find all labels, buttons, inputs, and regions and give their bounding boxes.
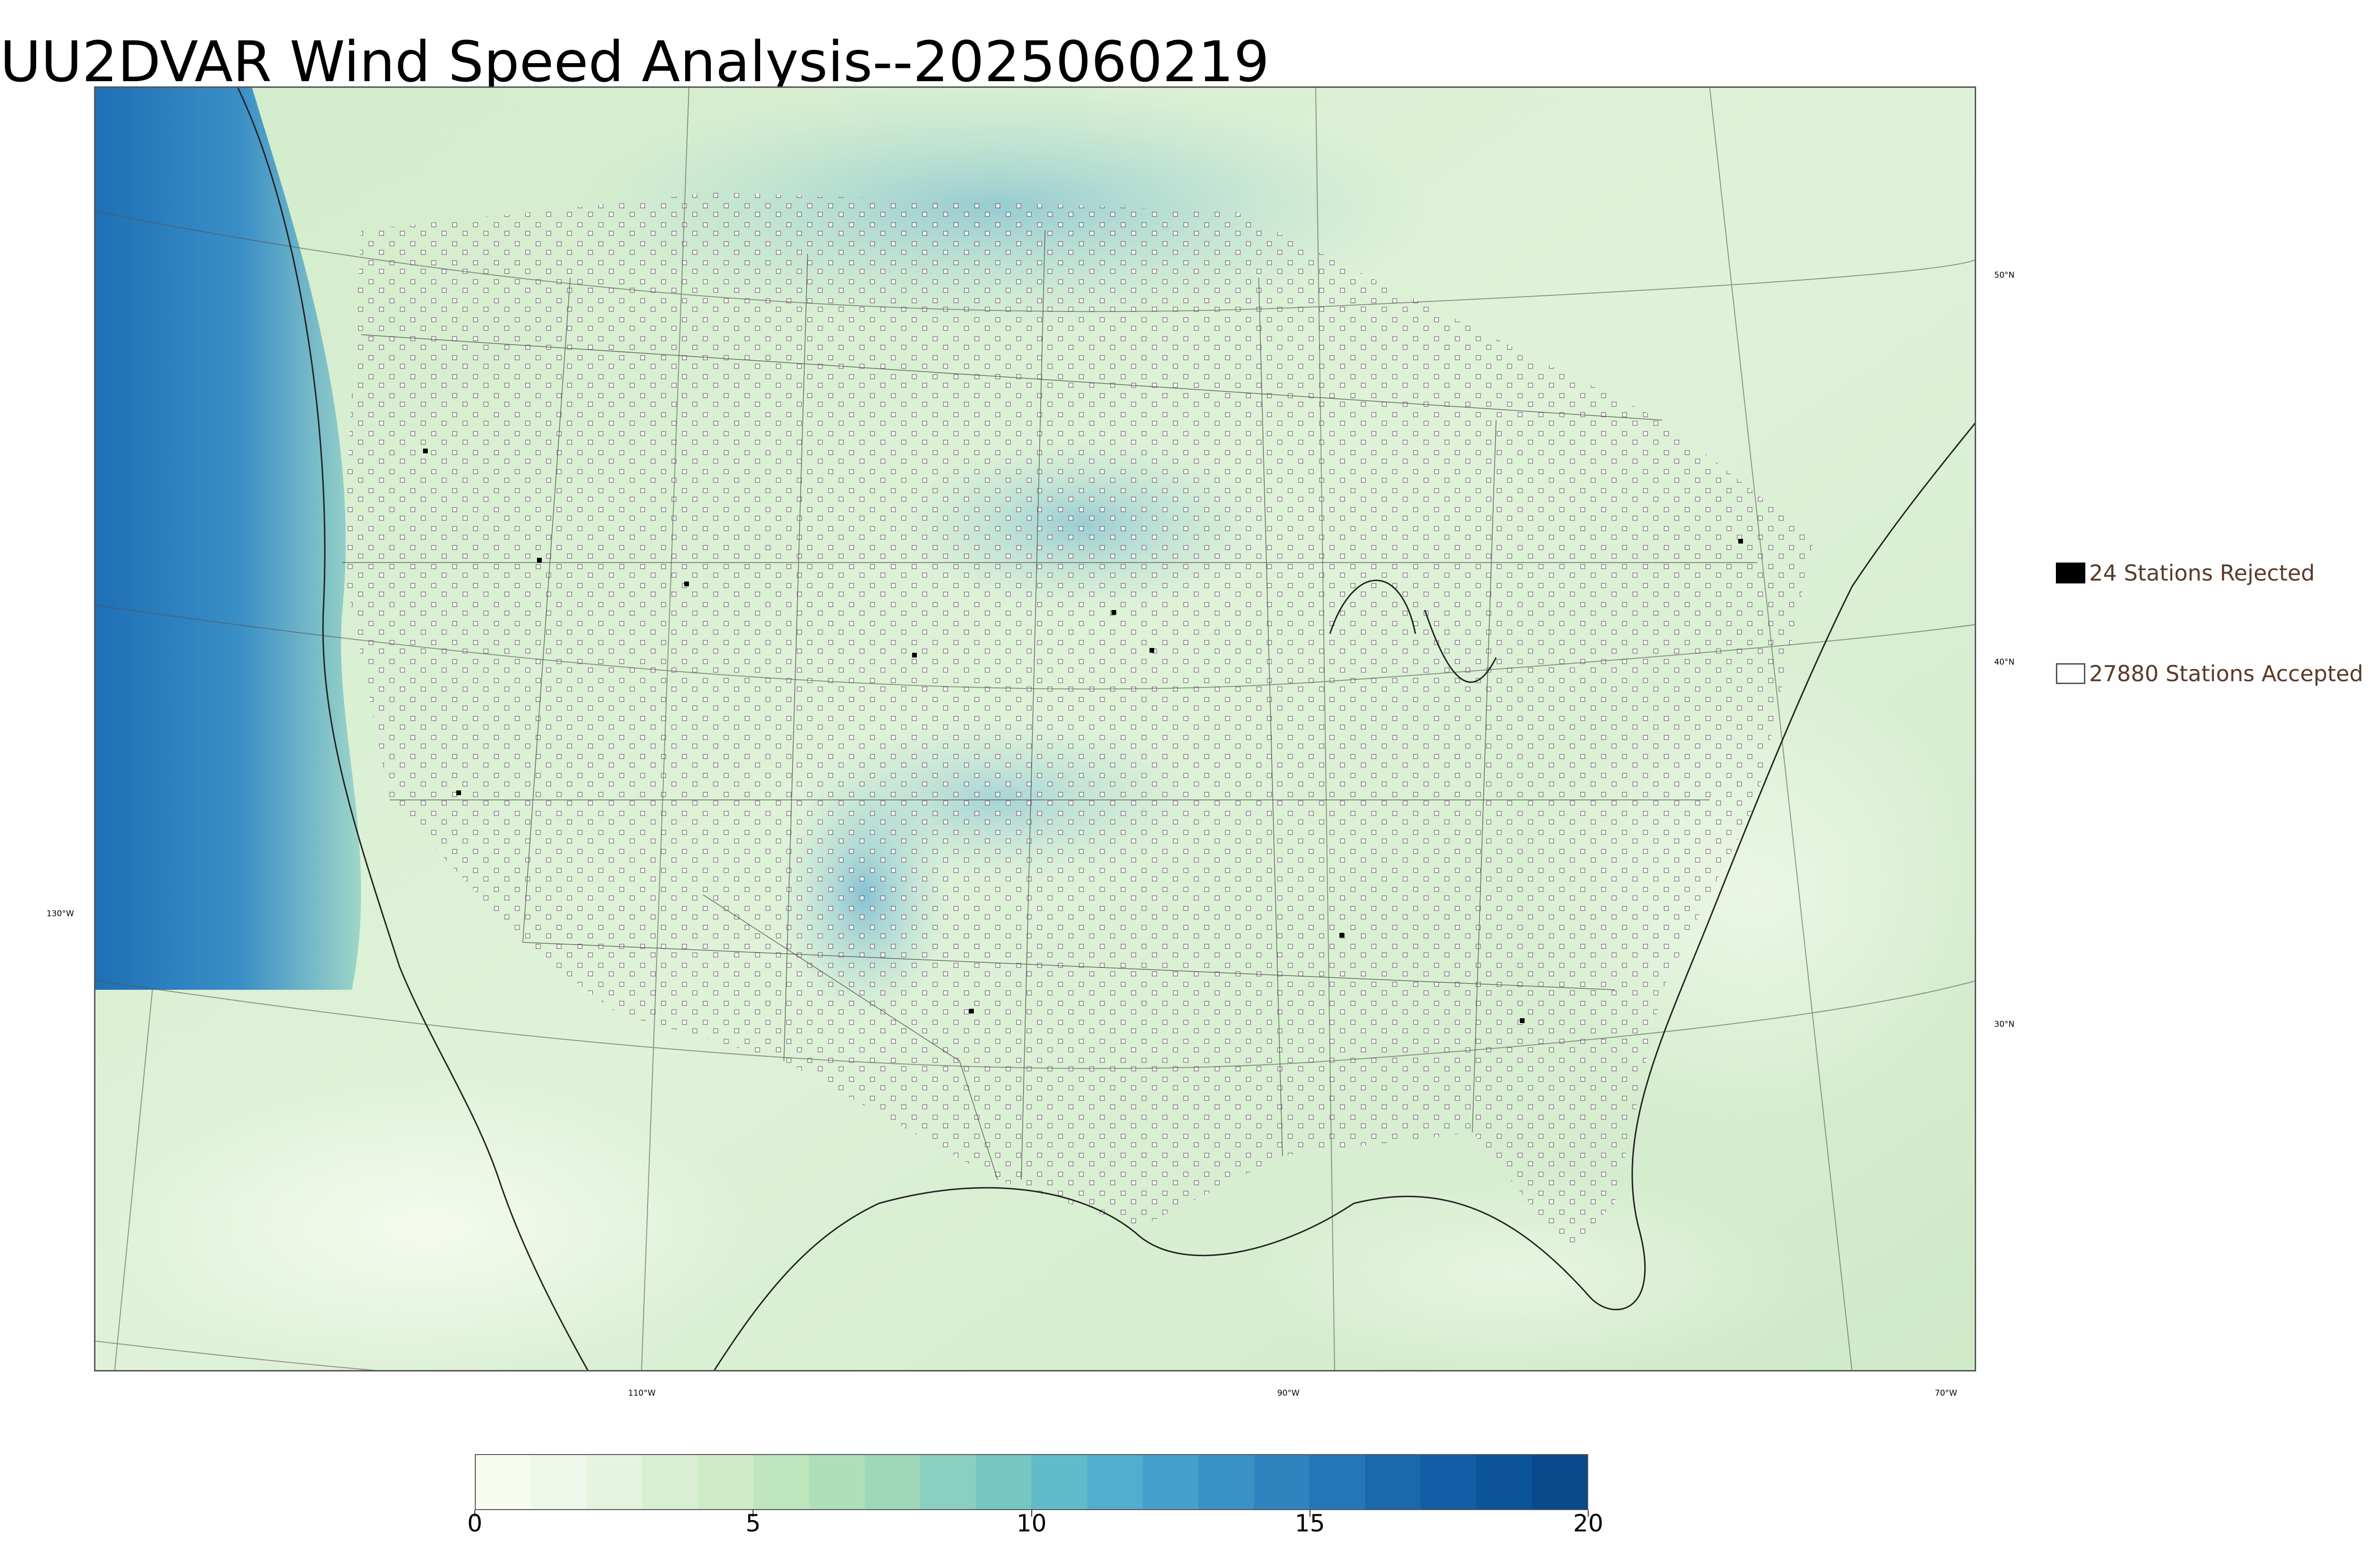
colorbar-segment (476, 1455, 532, 1509)
map-canvas (95, 88, 1975, 1370)
graticule (95, 88, 1975, 1370)
accepted-swatch (2056, 663, 2085, 684)
colorbar-tick-label: 20 (1573, 1510, 1603, 1537)
lon-label-110w: 110°W (628, 1389, 656, 1398)
colorbar-segment (865, 1455, 921, 1509)
colorbar-segment (809, 1455, 865, 1509)
legend-rejected: 24 Stations Rejected (2056, 560, 2315, 586)
colorbar-segment (1198, 1455, 1254, 1509)
colorbar-segment (1420, 1455, 1476, 1509)
colorbar-tick-label: 0 (467, 1510, 482, 1537)
rejected-label: 24 Stations Rejected (2089, 560, 2315, 586)
rejected-swatch (2056, 563, 2085, 583)
colorbar (475, 1454, 1588, 1510)
station-markers (342, 192, 1814, 1251)
colorbar-segment (1253, 1455, 1309, 1509)
colorbar-segment (754, 1455, 810, 1509)
rejected-stations (423, 449, 1743, 1023)
lon-label-70w: 70°W (1935, 1389, 1957, 1398)
colorbar-segment (531, 1455, 587, 1509)
pacific-wind-band (95, 88, 361, 990)
colorbar-segment (1476, 1455, 1532, 1509)
legend-accepted: 27880 Stations Accepted (2056, 661, 2363, 686)
wind-speed-map (94, 86, 1976, 1371)
accepted-label: 27880 Stations Accepted (2089, 661, 2364, 686)
colorbar-segment (976, 1455, 1032, 1509)
colorbar-segment (1365, 1455, 1421, 1509)
lon-label-130w: 130°W (47, 909, 74, 919)
colorbar-segment (1142, 1455, 1198, 1509)
colorbar-tick-label: 5 (745, 1510, 761, 1537)
colorbar-tick (1309, 1510, 1310, 1517)
colorbar-segment (698, 1455, 754, 1509)
colorbar-tick (1031, 1510, 1032, 1517)
lon-label-90w: 90°W (1277, 1389, 1300, 1398)
lat-label-30n: 30°N (1994, 1020, 2015, 1029)
state-borders (342, 230, 1757, 1180)
lat-label-50n: 50°N (1994, 271, 2015, 280)
colorbar-tick (1588, 1510, 1589, 1517)
colorbar-segment (1309, 1455, 1365, 1509)
colorbar-segment (1531, 1455, 1587, 1509)
colorbar-tick (474, 1510, 475, 1517)
colorbar-tick-label: 10 (1016, 1510, 1047, 1537)
map-title: UU2DVAR Wind Speed Analysis--2025060219 (0, 29, 1270, 94)
colorbar-tick (753, 1510, 754, 1517)
colorbar-segment (1087, 1455, 1143, 1509)
colorbar-tick-label: 15 (1294, 1510, 1325, 1537)
colorbar-segment (1031, 1455, 1087, 1509)
colorbar-segment (587, 1455, 643, 1509)
lat-label-40n: 40°N (1994, 657, 2015, 667)
coastlines (237, 88, 1975, 1370)
colorbar-segment (642, 1455, 698, 1509)
colorbar-segment (920, 1455, 976, 1509)
